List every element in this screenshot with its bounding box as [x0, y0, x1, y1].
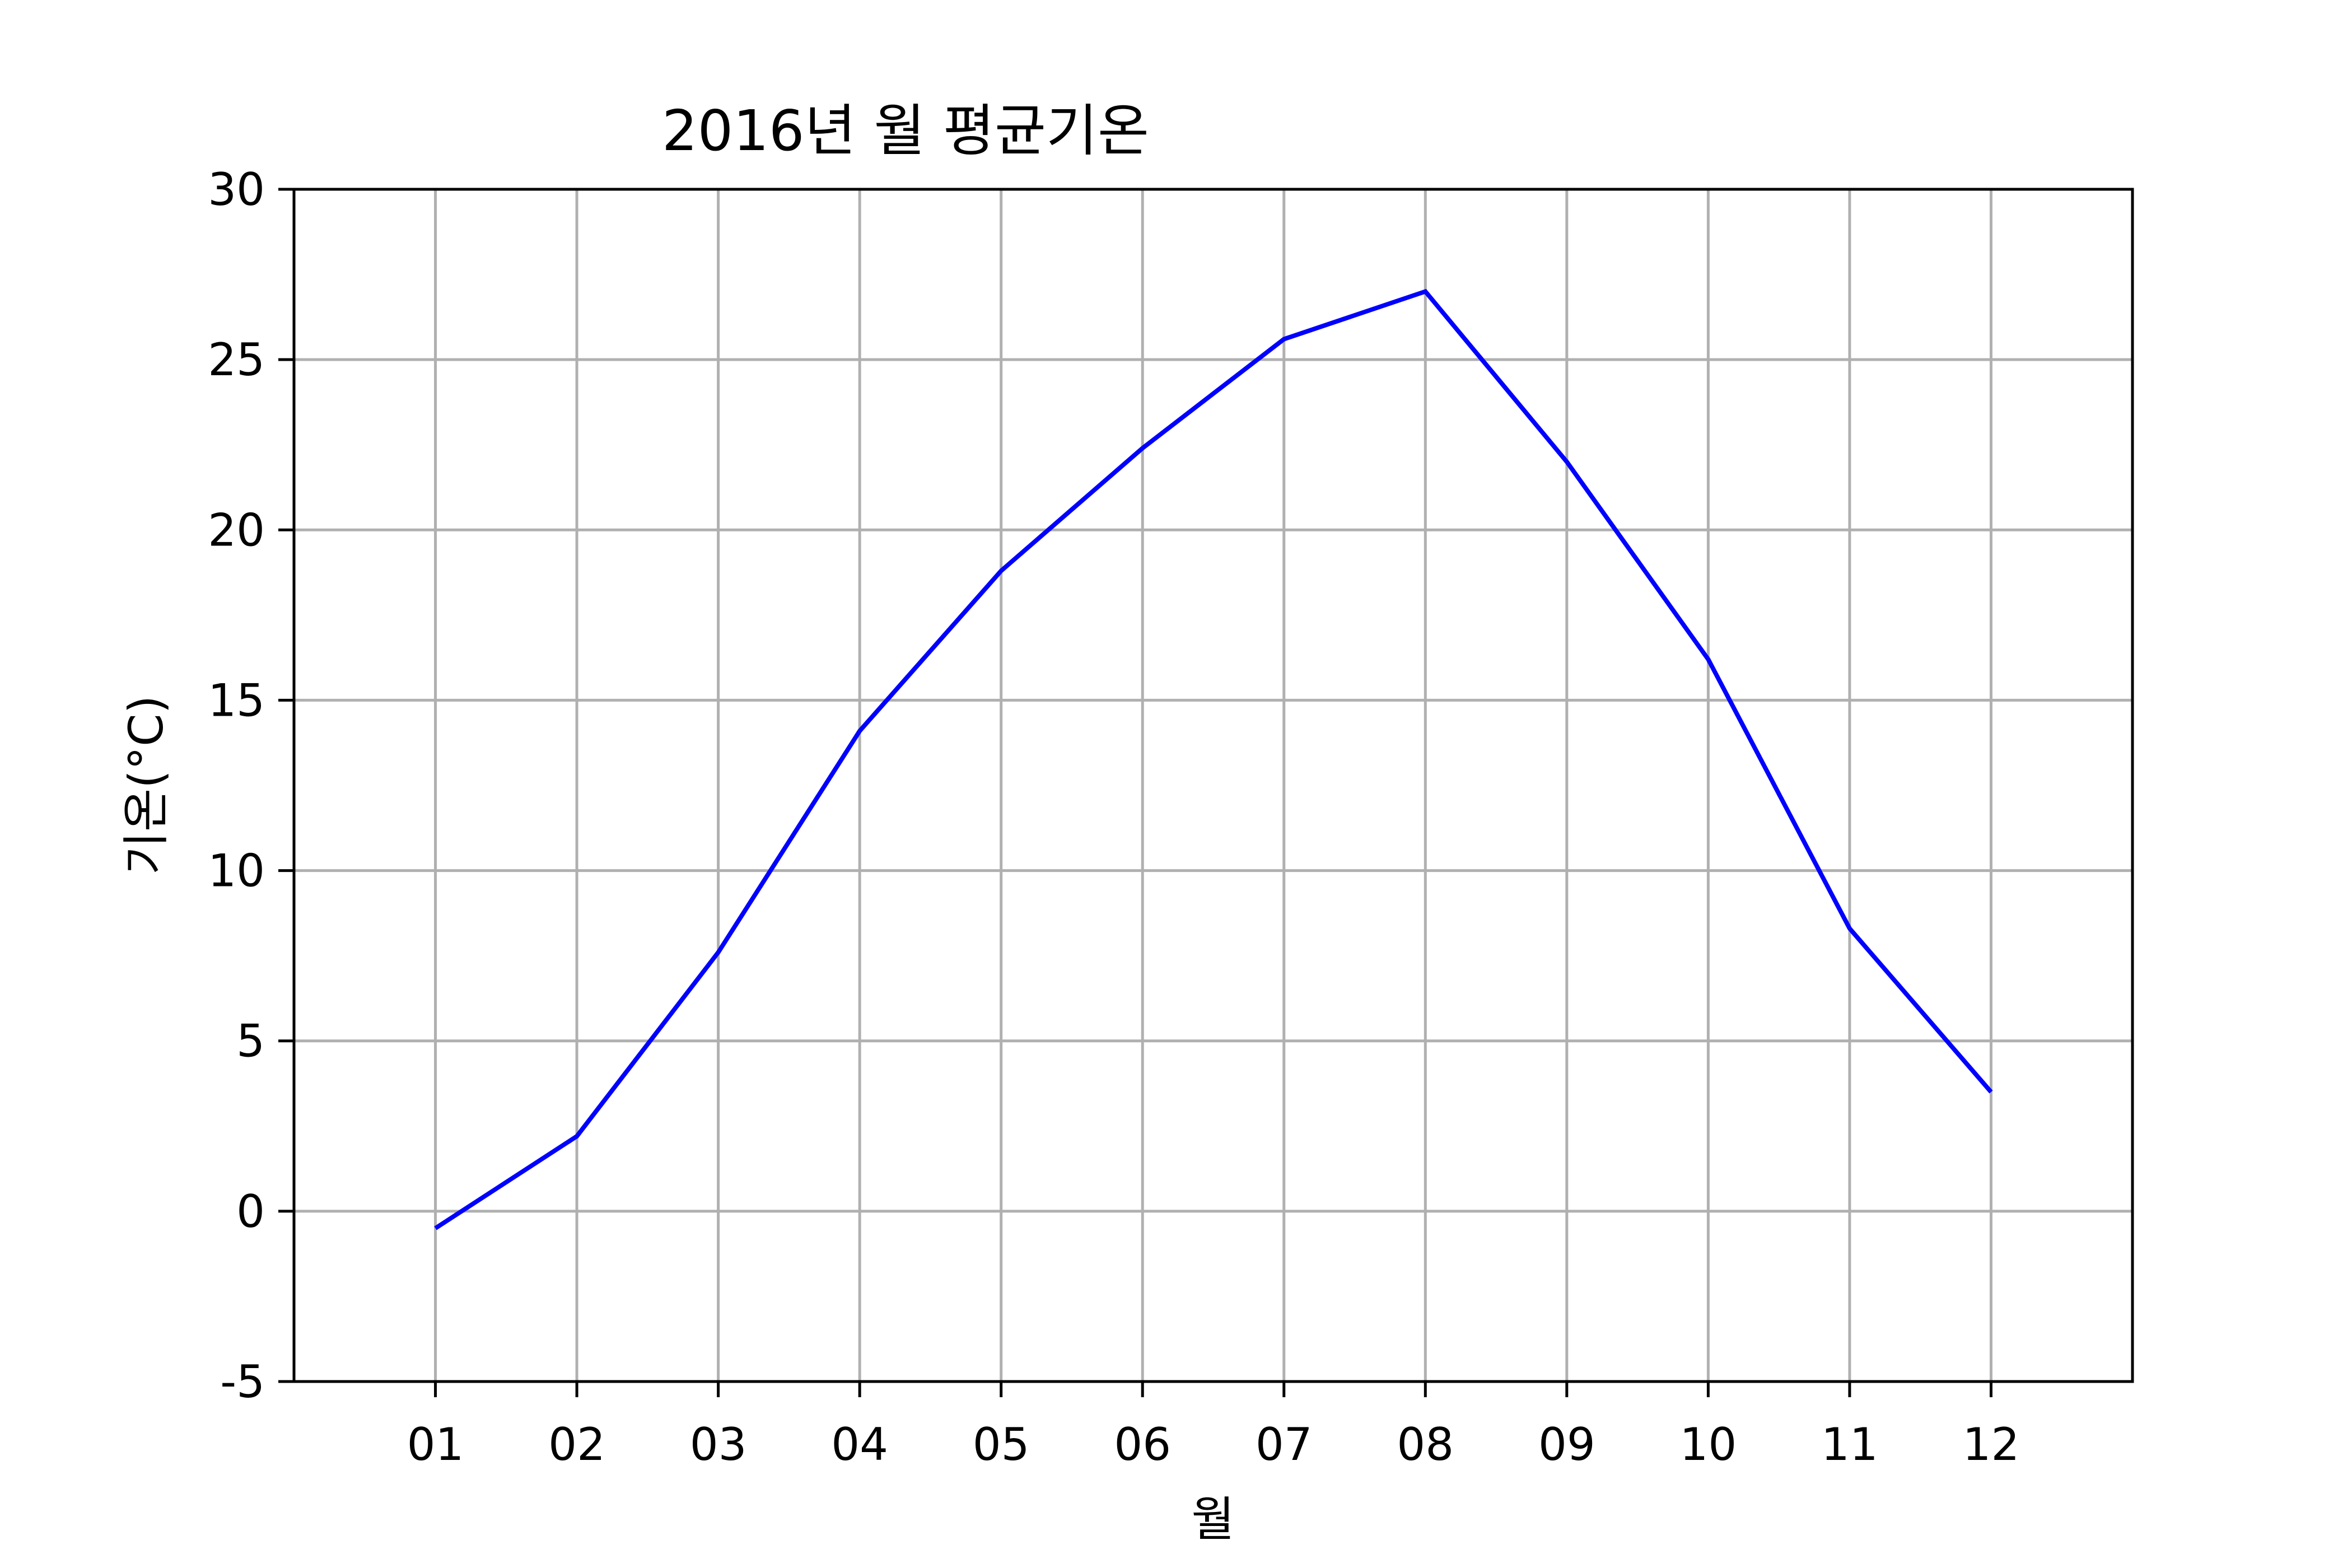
x-axis: 01 02 03 04 05 06 07 08 09 10 11 12: [407, 1382, 2020, 1471]
x-tick-label: 12: [1963, 1418, 2020, 1471]
x-tick-label: 09: [1538, 1418, 1595, 1471]
y-tick-label: 0: [236, 1186, 265, 1238]
x-tick-label: 10: [1679, 1418, 1737, 1471]
y-axis-label: 기온(°C): [119, 696, 174, 875]
x-axis-label: 월: [1191, 1492, 1234, 1547]
x-tick-label: 04: [831, 1418, 888, 1471]
x-tick-label: 03: [690, 1418, 747, 1471]
x-tick-label: 07: [1256, 1418, 1313, 1471]
series-line: [434, 288, 1993, 1230]
y-axis: -5 0 5 10 15 20 25 30: [208, 164, 294, 1408]
grid: [294, 188, 2132, 1383]
y-tick-label: 20: [208, 504, 265, 556]
chart-title: 2016년 월 평균기온: [662, 98, 1149, 164]
series-group: [434, 288, 1993, 1230]
y-tick-label: 25: [208, 334, 265, 386]
y-tick-label: -5: [220, 1356, 265, 1408]
x-tick-label: 06: [1114, 1418, 1171, 1471]
x-tick-label: 08: [1397, 1418, 1454, 1471]
x-tick-label: 05: [973, 1418, 1030, 1471]
y-tick-label: 10: [208, 845, 265, 897]
x-tick-label: 01: [407, 1418, 464, 1471]
x-tick-label: 02: [548, 1418, 605, 1471]
x-tick-label: 11: [1821, 1418, 1878, 1471]
plot-frame: [292, 188, 2134, 1383]
y-tick-label: 15: [208, 674, 265, 726]
y-tick-label: 30: [208, 164, 265, 216]
y-tick-label: 5: [236, 1015, 265, 1067]
